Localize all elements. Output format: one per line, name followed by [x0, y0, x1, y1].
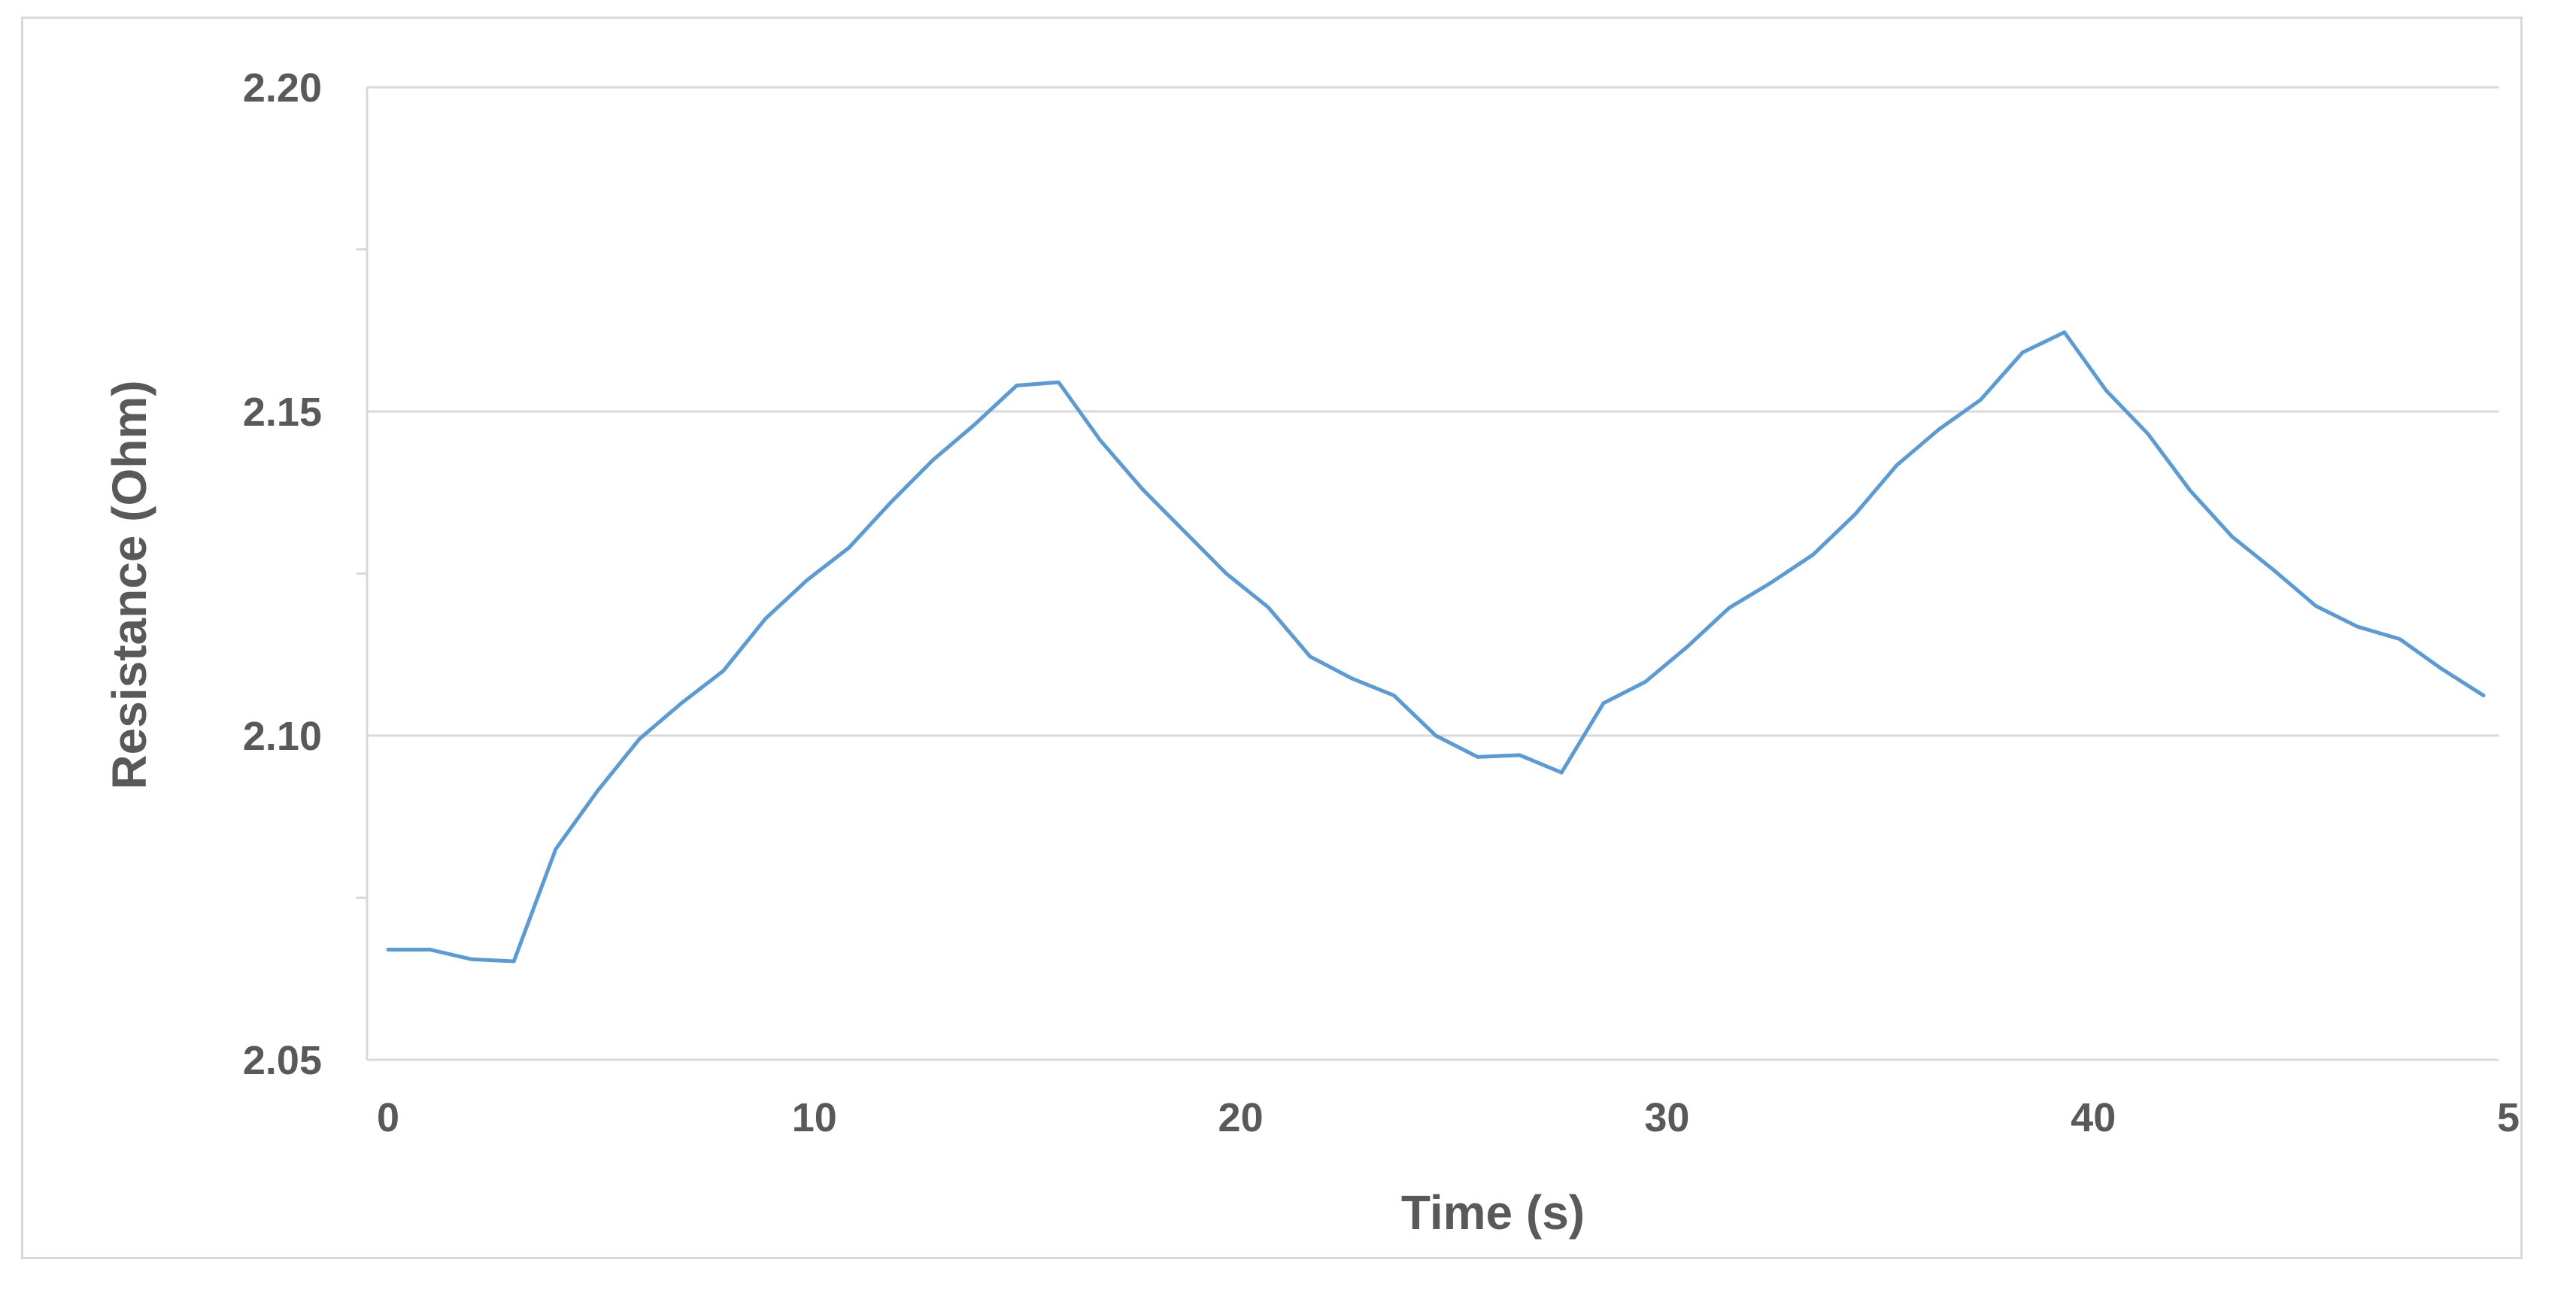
y-tick-label: 2.20 — [243, 65, 322, 111]
line-chart: 2.05 2.10 2.15 2.20 0 10 20 30 40 50 Time (s) Re… — [102, 65, 2520, 1240]
x-tick-label: 50 — [2497, 1095, 2520, 1140]
x-tick-label: 10 — [792, 1095, 837, 1140]
series-line-resistance — [386, 330, 2486, 964]
x-tick-label: 30 — [1644, 1095, 1689, 1140]
y-tick-labels: 2.05 2.10 2.15 2.20 — [243, 65, 322, 1083]
y-minor-ticks — [357, 248, 367, 899]
gridlines — [367, 86, 2499, 737]
x-tick-label: 20 — [1218, 1095, 1264, 1140]
chart-frame: 2.05 2.10 2.15 2.20 0 10 20 30 40 50 Time (s) Re… — [21, 17, 2523, 1259]
y-tick-label: 2.10 — [243, 714, 322, 759]
x-tick-label: 40 — [2071, 1095, 2116, 1140]
y-tick-label: 2.05 — [243, 1038, 322, 1083]
x-tick-label: 0 — [377, 1095, 399, 1140]
x-axis-title: Time (s) — [1401, 1185, 1585, 1240]
y-axis-title: Resistance (Ohm) — [102, 380, 156, 789]
x-tick-labels: 0 10 20 30 40 50 — [377, 1095, 2520, 1140]
y-tick-label: 2.15 — [243, 390, 322, 435]
